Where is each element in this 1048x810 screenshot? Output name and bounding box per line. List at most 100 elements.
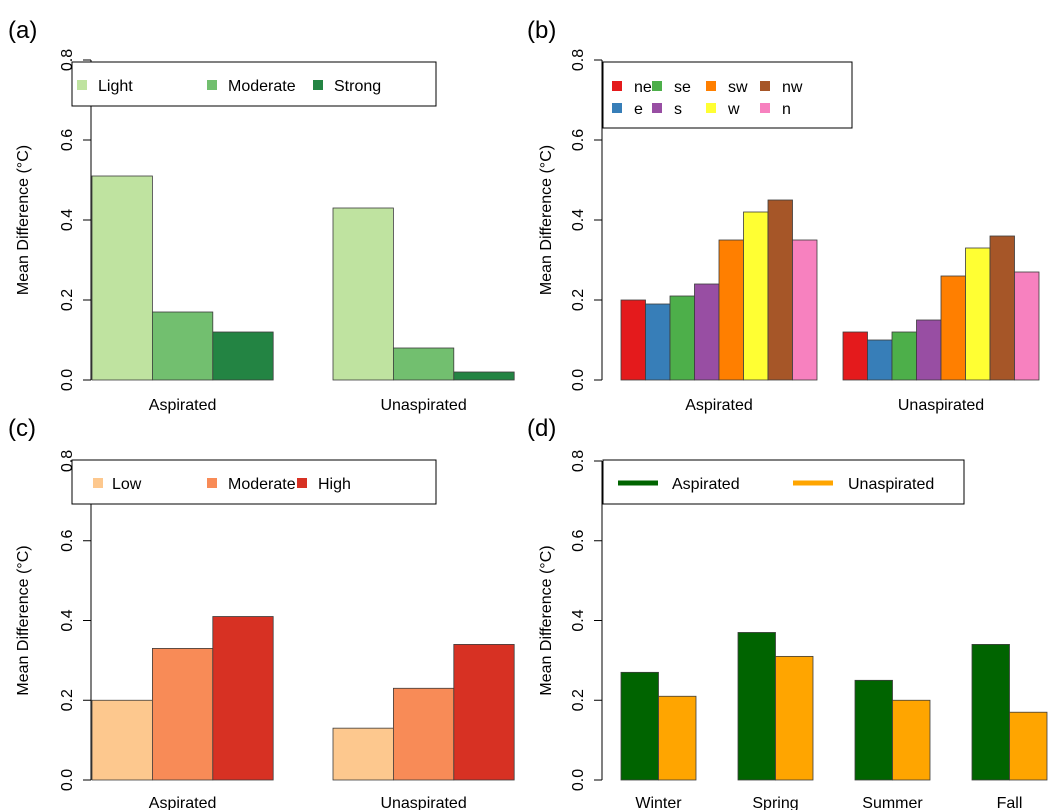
legend-label: s	[674, 101, 682, 118]
bar	[940, 275, 966, 381]
bar	[620, 671, 659, 781]
legend-swatch	[612, 81, 622, 91]
y-tick-label: 0.8	[570, 49, 587, 71]
bar	[767, 199, 793, 381]
y-tick-label: 0.0	[570, 769, 587, 791]
y-tick-label: 0.2	[59, 689, 76, 711]
y-tick-label: 0.4	[59, 609, 76, 631]
legend: ne e se s sw w nw n	[602, 61, 853, 129]
chart-panel: (d) 0.0 0.2 0.4 0.6 0.8 Mean Difference (°C) Wi…	[527, 415, 1048, 810]
legend-box	[602, 459, 965, 505]
y-tick-label: 0.2	[570, 689, 587, 711]
bar	[842, 331, 868, 381]
legend-label: se	[674, 79, 691, 96]
legend-label: Low	[112, 476, 142, 493]
bar	[392, 687, 455, 781]
legend-swatch	[207, 478, 217, 488]
legend-swatch	[93, 478, 103, 488]
bar	[151, 311, 214, 381]
legend-swatch	[760, 103, 770, 113]
legend-swatch	[652, 81, 662, 91]
y-tick-label: 0.4	[570, 609, 587, 631]
bar	[867, 339, 893, 381]
panel-label: (d)	[527, 415, 556, 442]
bar	[916, 319, 942, 381]
bar	[620, 299, 646, 381]
y-tick-label: 0.0	[570, 369, 587, 391]
y-tick-label: 0.0	[59, 769, 76, 791]
y-axis-title: Mean Difference (°C)	[538, 545, 555, 695]
category-label: Summer	[862, 795, 923, 810]
legend-label: Unaspirated	[848, 476, 934, 493]
bar	[332, 207, 394, 381]
bar	[775, 655, 814, 781]
bar	[645, 303, 671, 381]
bar	[792, 239, 818, 381]
legend-swatch	[297, 478, 307, 488]
y-tick-label: 0.8	[570, 450, 587, 472]
bar	[453, 371, 515, 381]
category-label: Aspirated	[685, 397, 753, 414]
legend: Low Moderate High	[71, 459, 437, 505]
legend-swatch	[207, 80, 217, 90]
y-tick-label: 0.6	[59, 129, 76, 151]
bar	[91, 699, 153, 781]
category-label: Unaspirated	[380, 397, 466, 414]
bar	[989, 235, 1015, 381]
legend-swatch	[760, 81, 770, 91]
bar	[212, 616, 274, 781]
legend-label: nw	[782, 79, 803, 96]
legend-label: Aspirated	[672, 476, 740, 493]
legend-label: n	[782, 101, 791, 118]
y-tick-label: 0.6	[59, 530, 76, 552]
legend-box	[71, 459, 437, 505]
y-axis-title: Mean Difference (°C)	[15, 545, 32, 695]
legend-swatch	[612, 103, 622, 113]
legend-swatch	[313, 80, 323, 90]
y-tick-label: 0.4	[570, 209, 587, 231]
legend-box	[71, 61, 437, 107]
bar	[718, 239, 744, 381]
bar	[453, 644, 515, 781]
y-tick-label: 0.2	[570, 289, 587, 311]
bar	[332, 727, 394, 781]
y-tick-label: 0.0	[59, 369, 76, 391]
legend-label: Moderate	[228, 476, 296, 493]
y-tick-label: 0.2	[59, 289, 76, 311]
bar	[658, 695, 697, 781]
panel-label: (a)	[8, 17, 37, 44]
panel-label: (c)	[8, 415, 36, 442]
category-label: Fall	[997, 795, 1023, 810]
bar	[854, 679, 893, 781]
bar	[965, 247, 991, 381]
legend-swatch	[77, 80, 87, 90]
category-label: Unaspirated	[898, 397, 984, 414]
bar	[392, 347, 455, 381]
legend-label: Strong	[334, 78, 381, 95]
y-tick-label: 0.4	[59, 209, 76, 231]
bar	[694, 283, 720, 381]
legend-label: High	[318, 476, 351, 493]
legend: Aspirated Unaspirated	[602, 459, 965, 505]
bar	[892, 699, 931, 781]
y-axis-title: Mean Difference (°C)	[538, 145, 555, 295]
legend-label: w	[727, 101, 740, 118]
bar	[971, 644, 1010, 781]
category-label: Spring	[752, 795, 798, 810]
category-label: Winter	[635, 795, 682, 810]
legend-label: ne	[634, 79, 652, 96]
y-tick-label: 0.6	[570, 129, 587, 151]
bar	[1009, 711, 1048, 781]
legend-label: Moderate	[228, 78, 296, 95]
panel-label: (b)	[527, 17, 556, 44]
bar	[891, 331, 917, 381]
bar	[743, 211, 769, 381]
legend-swatch	[706, 103, 716, 113]
bar	[1014, 271, 1040, 381]
y-axis-title: Mean Difference (°C)	[15, 145, 32, 295]
legend-label: sw	[728, 79, 748, 96]
legend-box	[602, 61, 853, 129]
